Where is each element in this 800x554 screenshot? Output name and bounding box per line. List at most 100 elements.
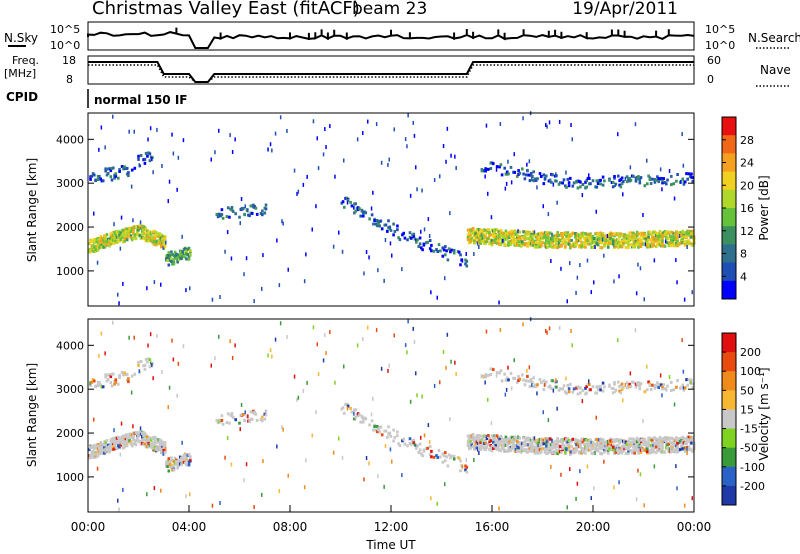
data-cell [648,384,652,387]
colorbar-swatch [722,485,736,506]
data-cell [603,238,606,242]
noise-cell [517,435,519,440]
noise-cell [182,138,185,143]
data-cell [108,445,111,448]
noise-cell [261,286,263,291]
colorbar-swatch [722,280,736,300]
data-cell [557,233,561,237]
data-cell [599,384,602,388]
data-cell [473,447,476,451]
data-cell [362,214,365,218]
data-cell [238,421,241,425]
noise-cell [407,113,409,118]
data-cell [113,447,116,451]
data-cell [652,235,655,239]
noise-cell [171,338,173,343]
data-cell [439,455,442,459]
data-cell [380,433,384,437]
data-cell [632,380,635,384]
data-cell [123,373,126,377]
data-cell [516,234,519,238]
data-cell [557,240,561,244]
data-cell [134,237,138,241]
noise-cell [401,267,403,272]
data-cell [654,384,658,388]
data-cell [112,238,115,242]
colorbar-swatch [722,466,736,487]
data-cell [464,262,467,266]
data-cell [567,239,571,243]
noise-cell [234,137,236,142]
data-cell [162,239,166,243]
noise-cell [160,282,162,287]
noise-cell [132,218,134,223]
data-cell [445,249,448,253]
data-cell [611,185,615,189]
noise-cell [341,455,344,460]
data-cell [552,238,556,242]
data-cell [378,224,381,228]
noise-cell [643,503,645,508]
data-cell [484,233,487,237]
data-cell [189,252,192,256]
data-cell [648,382,652,386]
data-cell [495,441,499,445]
data-cell [561,387,564,391]
data-cell [553,245,557,249]
data-cell [138,430,142,434]
data-cell [670,380,673,384]
data-cell [470,235,474,239]
x-tick-label: 12:00 [374,520,409,534]
data-cell [133,441,137,445]
data-cell [524,242,528,246]
data-cell [571,231,575,235]
noise-cell [165,446,167,451]
data-cell [690,172,693,176]
beam-label: beam 23 [352,0,427,19]
data-cell [466,235,470,239]
data-cell [576,439,580,442]
noise-cell [490,421,493,426]
noise-cell [104,351,106,356]
data-cell [571,184,575,188]
data-cell [657,383,660,387]
data-cell [579,237,582,241]
data-cell [492,368,495,372]
data-cell [542,236,546,240]
data-cell [648,176,652,180]
data-cell [509,447,513,451]
data-cell [500,379,504,383]
data-cell [611,443,615,447]
data-cell [624,245,628,249]
data-cell [632,239,635,243]
data-cell [122,232,125,236]
noise-cell [383,278,385,283]
data-cell [100,442,104,446]
data-cell [526,168,529,172]
noise-cell [406,350,408,355]
data-cell [109,175,113,179]
data-cell [512,441,515,445]
data-cell [99,383,102,387]
data-cell [517,240,520,243]
data-cell [153,239,157,243]
data-cell [137,360,140,364]
noise-cell [303,485,306,490]
data-cell [133,166,137,170]
data-cell [618,183,621,187]
data-cell [170,463,173,467]
data-cell [466,434,470,438]
noise-cell [167,405,169,410]
data-cell [613,381,616,384]
noise-cell [606,440,609,444]
data-cell [620,245,624,249]
data-cell [666,384,669,388]
data-cell [653,446,657,450]
data-cell [548,384,552,388]
data-cell [133,439,137,443]
noise-cell [387,368,389,373]
data-cell [654,237,658,241]
data-cell [561,234,564,238]
data-cell [480,434,484,438]
